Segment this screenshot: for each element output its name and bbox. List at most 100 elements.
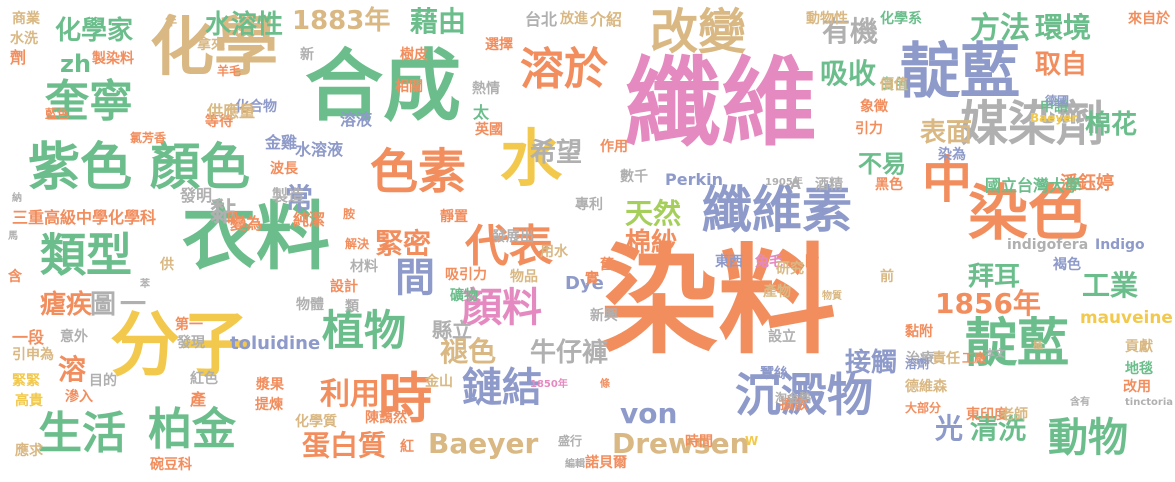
- word-cloud-word: 有機: [822, 15, 879, 48]
- word-cloud-word: 吸引力: [445, 267, 487, 283]
- word-cloud-word: 發現: [177, 335, 205, 351]
- word-cloud-word: 象徵: [860, 99, 888, 115]
- word-cloud-word: 德維森: [905, 379, 947, 395]
- word-cloud-word: 動物性: [806, 11, 848, 27]
- word-cloud-word: 作用: [600, 139, 628, 155]
- word-cloud-word: 拿來: [197, 37, 225, 53]
- word-cloud-word: 物品: [510, 269, 538, 285]
- word-cloud-word: 太: [473, 103, 490, 122]
- word-cloud-word: 合成: [305, 42, 462, 132]
- word-cloud-word: 一: [120, 290, 147, 320]
- word-cloud-word: 意外: [60, 329, 88, 345]
- word-cloud-word: 溶液: [340, 110, 373, 129]
- word-cloud-word: 動物: [1048, 415, 1128, 461]
- word-cloud-word: 含有: [1070, 397, 1090, 408]
- word-cloud-word: 時間: [685, 434, 713, 450]
- word-cloud-word: indigofera: [1007, 237, 1089, 253]
- word-cloud-word: 生活: [38, 408, 126, 459]
- word-cloud-word: 漿果: [256, 377, 284, 393]
- word-cloud-word: 染料: [600, 232, 837, 370]
- word-cloud-word: 常: [285, 182, 314, 215]
- word-cloud-word: 顏色: [150, 138, 250, 196]
- word-cloud-word: 物質: [822, 291, 842, 302]
- word-cloud-word: 間: [395, 255, 435, 301]
- word-cloud-word: 接觸: [845, 348, 898, 378]
- word-cloud-word: 分子: [110, 304, 250, 386]
- word-cloud-word: 衣料: [182, 194, 330, 280]
- word-cloud-word: 藉由: [410, 5, 467, 38]
- word-cloud-word: 類型: [40, 228, 132, 282]
- word-cloud-word: 取自: [1035, 50, 1088, 80]
- word-cloud-word: 黏附: [905, 324, 933, 340]
- word-cloud-word: 棉紗: [625, 228, 678, 258]
- word-cloud-word: 價值: [880, 77, 908, 93]
- word-cloud-word: 用水: [540, 244, 568, 260]
- word-cloud-word: mauveine: [1080, 308, 1173, 328]
- word-cloud-word: 圖: [90, 290, 117, 320]
- word-cloud-word: 東西: [715, 254, 743, 270]
- word-cloud-word: 責任: [932, 351, 960, 367]
- word-cloud-word: A: [790, 177, 801, 193]
- word-cloud-word: 水溶液: [295, 140, 344, 159]
- word-cloud-word: 一段: [12, 328, 45, 347]
- word-cloud-word: 研究: [776, 261, 804, 277]
- word-cloud-word: 胺: [343, 207, 356, 221]
- word-cloud-word: 藍色: [45, 107, 70, 121]
- word-cloud-word: 諾貝爾: [585, 455, 627, 471]
- word-cloud-word: 台北: [525, 10, 558, 29]
- word-cloud-word: 純潔: [293, 210, 326, 229]
- word-cloud-word: 水溶性: [205, 10, 284, 40]
- word-cloud-word: Baeyer: [1030, 111, 1078, 125]
- word-cloud-word: 柏金: [148, 404, 236, 455]
- word-cloud-word: 馬: [8, 231, 18, 242]
- word-cloud-word: 供: [160, 257, 174, 273]
- word-cloud-word: 化合物: [235, 99, 277, 115]
- word-cloud-word: 樹皮: [400, 47, 428, 63]
- word-cloud-word: 附: [805, 254, 819, 270]
- word-cloud-word: 媒染劑: [960, 96, 1105, 152]
- word-cloud-word: 三重高級中學化學科: [12, 208, 157, 227]
- word-cloud-word: 潘鈺婷: [1060, 173, 1114, 194]
- word-cloud-word: 老師: [1000, 407, 1028, 423]
- word-cloud-word: 礦物: [450, 288, 478, 304]
- word-cloud-word: 德國: [1045, 94, 1070, 108]
- word-cloud-word: 淘金熱: [775, 391, 812, 405]
- word-cloud-word: Perkin: [665, 170, 723, 189]
- word-cloud-word: 靛藍: [900, 37, 1020, 107]
- word-cloud-word: 高貴: [15, 393, 43, 409]
- word-cloud-word: 數千: [620, 169, 648, 185]
- word-cloud-word: 1856年: [935, 287, 1041, 320]
- word-cloud-word: 代表: [465, 221, 553, 272]
- word-cloud-word: 1850年: [530, 379, 568, 390]
- word-cloud-word: 方法: [970, 11, 1030, 46]
- word-cloud-word: 等待: [205, 114, 233, 130]
- word-cloud-word: 製造: [272, 186, 305, 205]
- word-cloud-word: 變為: [230, 214, 263, 233]
- word-cloud-word: 羊毛: [217, 64, 242, 78]
- word-cloud-word: 發明: [180, 186, 213, 205]
- word-cloud-word: 緊密: [375, 227, 432, 260]
- word-cloud-word: 波長: [270, 161, 298, 177]
- word-cloud-word: 奎寧: [45, 76, 133, 127]
- word-cloud-word: 金山: [425, 374, 453, 390]
- word-cloud-word: 1883年: [292, 6, 391, 36]
- word-cloud-word: 碗豆科: [150, 457, 192, 473]
- word-cloud-word: 新興: [590, 308, 618, 324]
- word-cloud-word: 本文: [985, 349, 1005, 360]
- word-cloud-word: 大部分: [905, 401, 942, 415]
- word-cloud-word: 化學質: [295, 414, 337, 430]
- word-cloud-word: 靜置: [440, 209, 468, 225]
- word-cloud-word: 化學家: [55, 16, 134, 46]
- word-cloud-word: 沉澱物: [735, 368, 873, 422]
- word-cloud-word: 紅色: [190, 371, 218, 387]
- word-cloud-word: 英國: [475, 122, 503, 138]
- word-cloud-word: 酒精: [815, 177, 843, 193]
- word-cloud-word: 白色: [880, 77, 908, 93]
- word-cloud-word: 改變: [650, 4, 747, 60]
- word-cloud-word: 編輯: [565, 459, 585, 470]
- word-cloud-word: 吸收: [820, 57, 877, 90]
- word-cloud-word: 色素: [370, 144, 467, 200]
- word-cloud-word: 物體: [296, 297, 324, 313]
- word-cloud-word: 黑色: [875, 177, 903, 193]
